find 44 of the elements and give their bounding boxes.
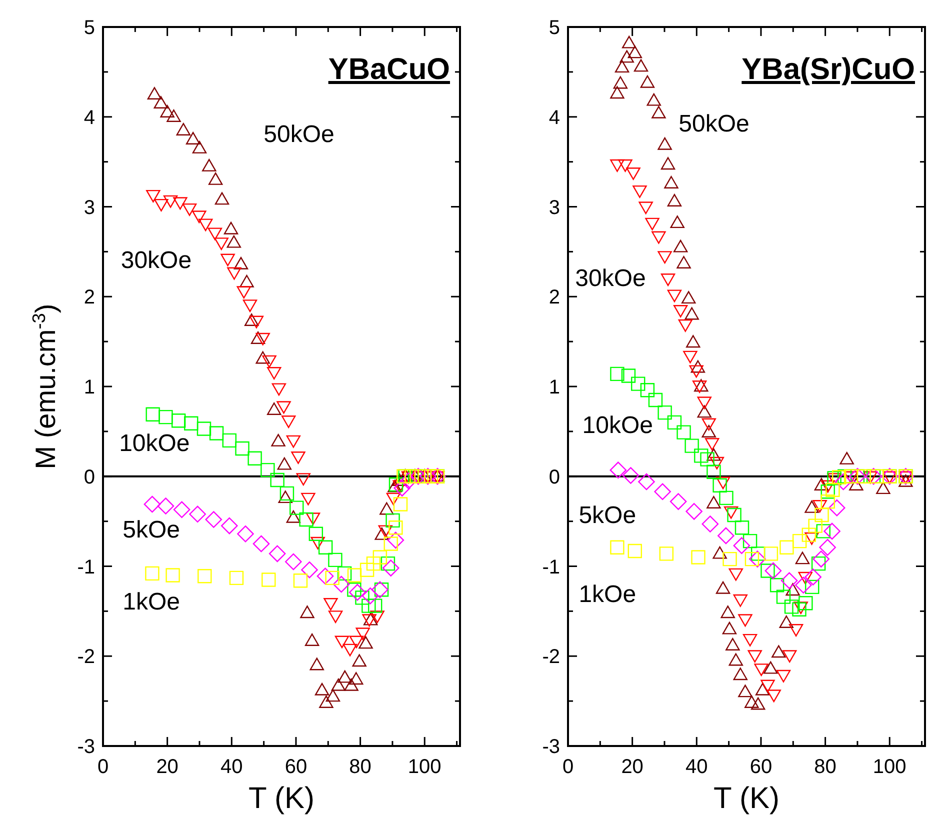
text: 50kOe xyxy=(264,121,334,148)
series-label: 5kOe xyxy=(122,516,180,544)
x-tick-label: 40 xyxy=(220,756,243,778)
y-tick-label: -1 xyxy=(77,556,95,578)
y-tick-label: -3 xyxy=(542,736,560,758)
y-tick-label: -3 xyxy=(77,736,95,758)
y-tick-label: -2 xyxy=(542,646,560,668)
x-tick-label: 0 xyxy=(562,756,574,778)
x-tick-label: 40 xyxy=(686,756,708,778)
y-tick-label: 2 xyxy=(84,286,95,309)
x-tick-label: 20 xyxy=(156,756,178,778)
y-tick-label: 1 xyxy=(84,376,95,398)
y-tick-label: 1 xyxy=(548,376,560,398)
series-label: 10kOe xyxy=(119,430,190,458)
y-tick-label: 3 xyxy=(84,196,95,219)
series-label: 1kOe xyxy=(122,588,180,616)
y-tick-label: 5 xyxy=(84,17,95,39)
text: YBa(Sr)CuO xyxy=(742,53,915,86)
x-tick-label: 60 xyxy=(750,756,772,778)
series-label: 30kOe xyxy=(575,264,646,292)
x-tick-label: 0 xyxy=(97,756,109,778)
x-axis-title: T (K) xyxy=(248,782,315,815)
y-tick-label: 3 xyxy=(548,196,560,219)
series-label: 50kOe xyxy=(678,110,750,138)
y-tick-label: -1 xyxy=(542,556,560,578)
x-tick-label: 60 xyxy=(284,756,308,778)
x-tick-label: 80 xyxy=(349,756,372,778)
y-tick-label: 4 xyxy=(548,106,560,129)
y-tick-label: 0 xyxy=(84,466,95,488)
y-tick-label: 5 xyxy=(548,17,560,39)
series-label: 5kOe xyxy=(578,502,636,530)
x-tick-label: 100 xyxy=(408,756,442,778)
series-label: 1kOe xyxy=(578,581,636,608)
x-tick-label: 80 xyxy=(814,756,836,778)
text: YBaCuO xyxy=(328,53,450,86)
y-tick-label: 2 xyxy=(548,286,560,309)
y-tick-label: 4 xyxy=(84,106,95,129)
x-tick-label: 100 xyxy=(872,756,906,778)
y-tick-label: 0 xyxy=(548,466,560,488)
x-tick-label: 20 xyxy=(621,756,644,778)
y-tick-label: -2 xyxy=(77,646,95,668)
x-axis-title: T (K) xyxy=(713,782,780,815)
series-label: 30kOe xyxy=(120,246,192,274)
series-label: 10kOe xyxy=(582,412,653,440)
